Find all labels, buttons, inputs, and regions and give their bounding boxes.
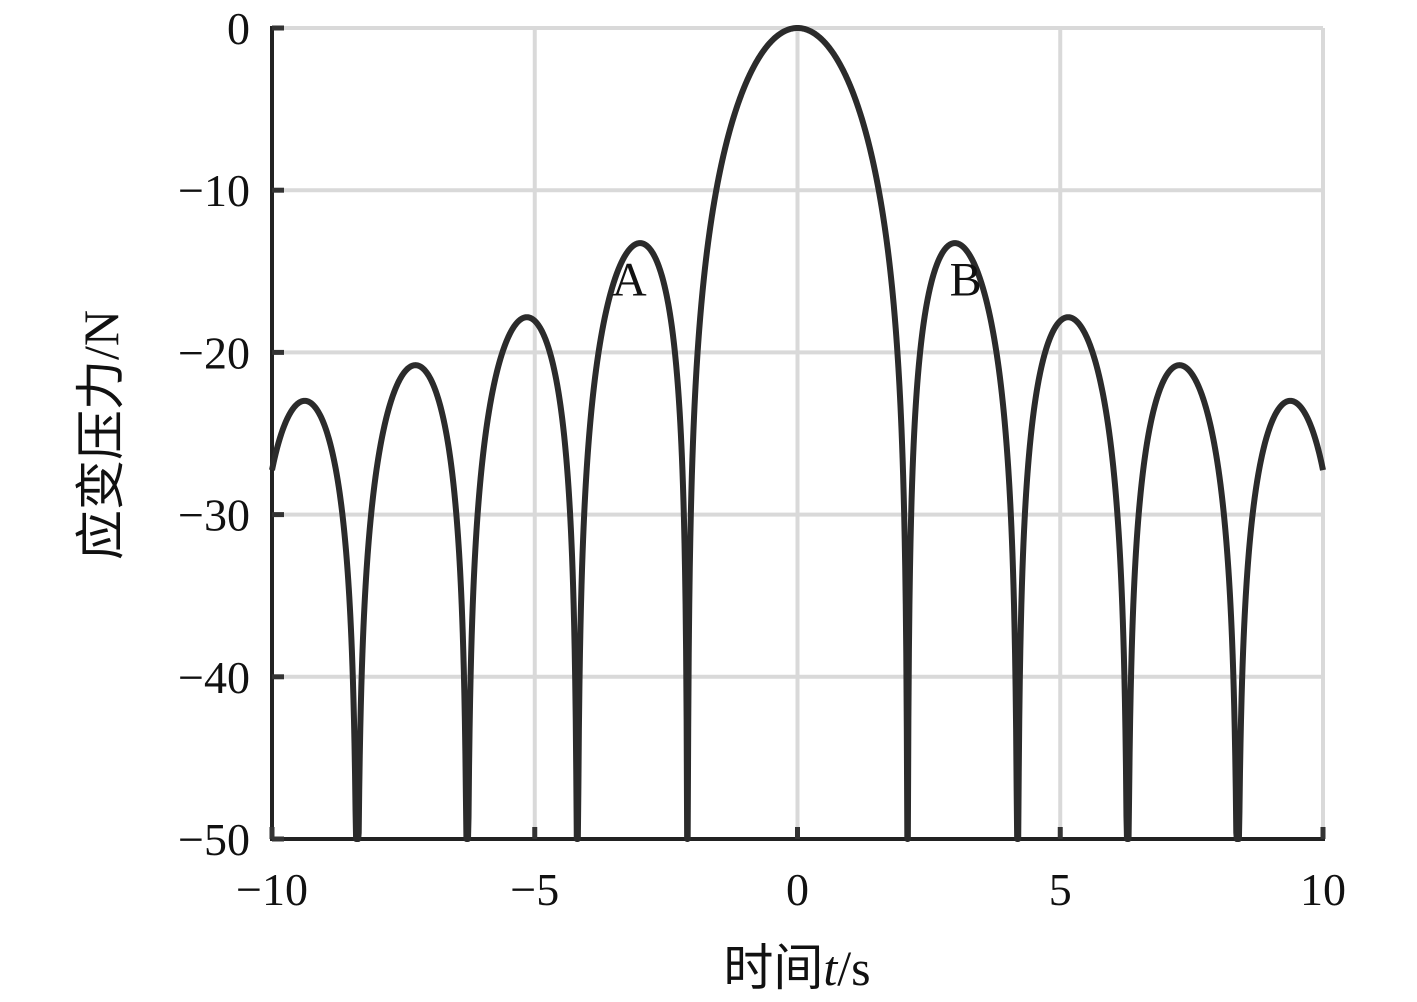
tick-labels: 0−10−20−30−40−50−10 −5 0 5 10 bbox=[178, 3, 1346, 915]
grid-lines bbox=[270, 26, 1325, 841]
x-tick-label: 10 bbox=[1300, 864, 1346, 915]
y-tick-label: −20 bbox=[178, 327, 250, 378]
x-tick-label: −10 bbox=[236, 864, 308, 915]
x-tick-label: −5 bbox=[510, 864, 559, 915]
x-axis-title: 时间t/s bbox=[723, 940, 870, 996]
axes bbox=[269, 25, 1326, 842]
y-axis-title: 应变压力/N bbox=[73, 310, 129, 560]
y-tick-label: −40 bbox=[178, 652, 250, 703]
y-tick-label: −10 bbox=[178, 165, 250, 216]
x-tick-label: 0 bbox=[786, 864, 809, 915]
series-line bbox=[269, 25, 1326, 842]
x-tick-label: 5 bbox=[1049, 864, 1072, 915]
y-tick-label: −50 bbox=[178, 814, 250, 865]
annotation-a: A bbox=[612, 253, 647, 306]
y-tick-label: 0 bbox=[227, 3, 250, 54]
series-layer bbox=[269, 25, 1326, 842]
annotation-b: B bbox=[950, 253, 982, 306]
y-tick-label: −30 bbox=[178, 490, 250, 541]
